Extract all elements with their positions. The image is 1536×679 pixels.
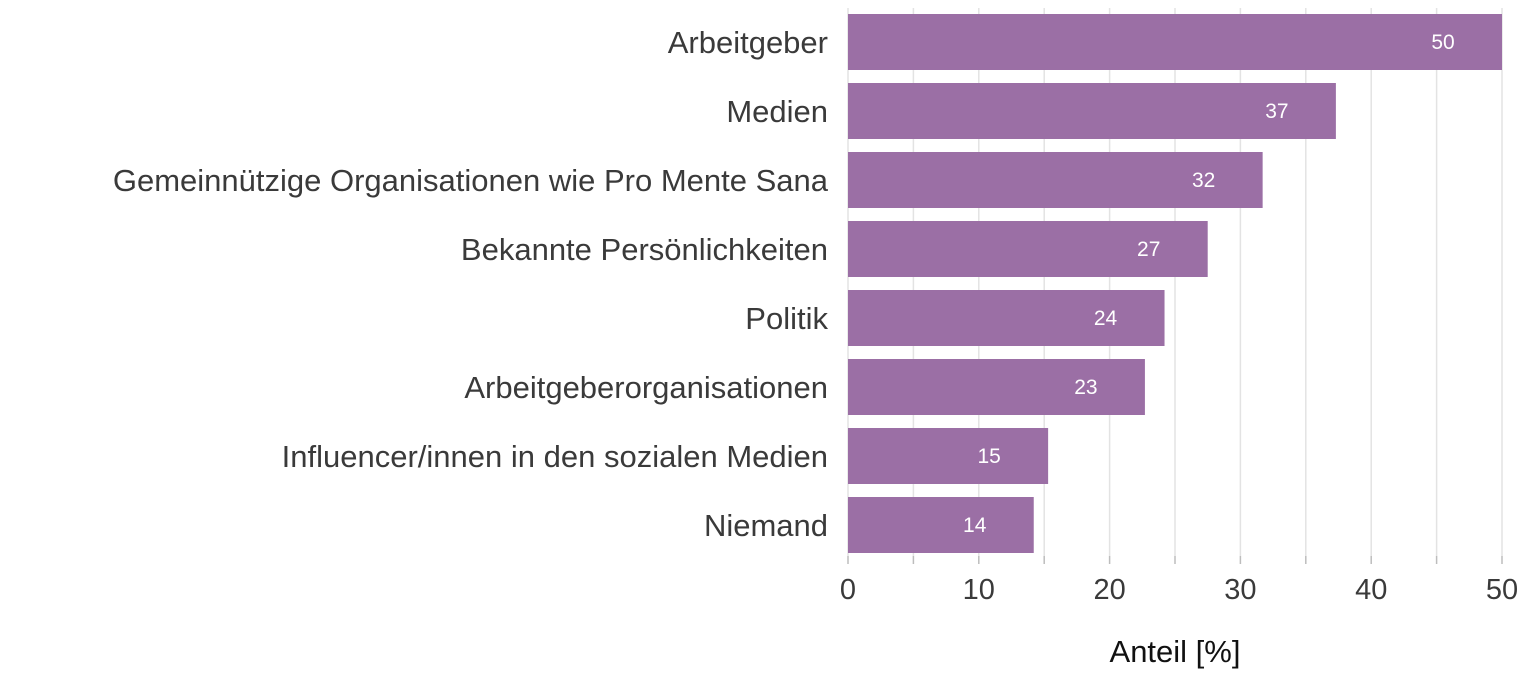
bar-8 xyxy=(848,497,1034,553)
bar-value-label: 37 xyxy=(1265,100,1288,123)
bar-6 xyxy=(848,359,1145,415)
x-tick-label: 30 xyxy=(1224,574,1256,606)
bar-value-label: 14 xyxy=(963,514,987,537)
x-axis: 0 10 20 30 40 50 xyxy=(840,556,1518,606)
bar-2 xyxy=(848,83,1336,139)
x-axis-title: Anteil [%] xyxy=(1110,634,1241,669)
bar-1 xyxy=(848,14,1502,70)
bar-value-label: 27 xyxy=(1137,238,1160,261)
category-labels: Arbeitgeber Medien Gemeinnützige Organisat… xyxy=(113,25,829,543)
x-tick-label: 40 xyxy=(1355,574,1387,606)
category-label: Politik xyxy=(745,301,828,336)
bars-layer: 50 37 32 27 24 23 15 14 xyxy=(848,14,1502,553)
x-tick-label: 50 xyxy=(1486,574,1518,606)
x-tick-label: 10 xyxy=(963,574,995,606)
category-label: Bekannte Persönlichkeiten xyxy=(461,232,828,267)
bar-value-label: 23 xyxy=(1074,376,1097,399)
bar-value-label: 50 xyxy=(1431,31,1454,54)
bar-value-label: 15 xyxy=(977,445,1000,468)
category-label: Influencer/innen in den sozialen Medien xyxy=(282,439,828,474)
category-label: Medien xyxy=(726,94,828,129)
bar-value-label: 32 xyxy=(1192,169,1215,192)
bar-7 xyxy=(848,428,1049,484)
category-label: Arbeitgeber xyxy=(668,25,828,60)
bar-3 xyxy=(848,152,1263,208)
x-tick-label: 0 xyxy=(840,574,856,606)
category-label: Arbeitgeberorganisationen xyxy=(464,370,828,405)
category-label: Niemand xyxy=(704,508,828,543)
bar-value-label: 24 xyxy=(1094,307,1118,330)
category-label: Gemeinnützige Organisationen wie Pro Men… xyxy=(113,163,829,198)
bar-5 xyxy=(848,290,1165,346)
x-tick-label: 20 xyxy=(1093,574,1125,606)
bar-4 xyxy=(848,221,1208,277)
